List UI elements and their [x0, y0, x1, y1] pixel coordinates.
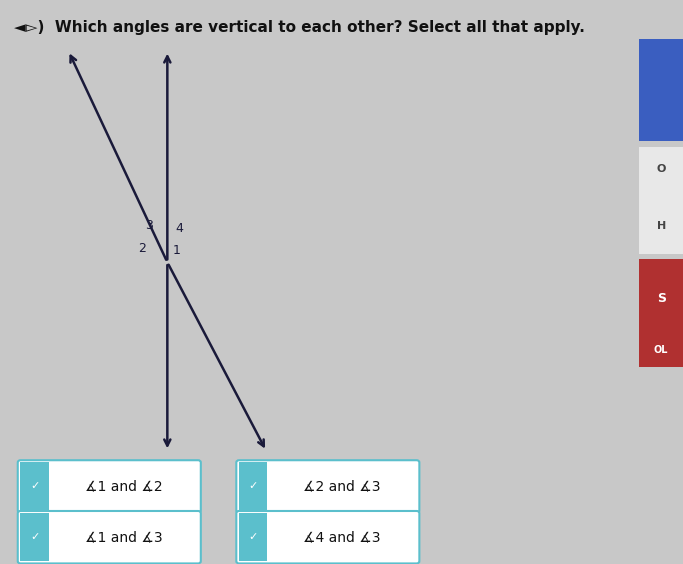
Text: ◄▻)  Which angles are vertical to each other? Select all that apply.: ◄▻) Which angles are vertical to each ot… — [14, 20, 585, 35]
Text: ∡2 and ∡3: ∡2 and ∡3 — [303, 479, 381, 494]
Text: H: H — [656, 221, 666, 231]
Text: 1: 1 — [172, 244, 180, 258]
Bar — [639, 39, 683, 141]
Bar — [239, 513, 268, 561]
Bar — [20, 462, 49, 510]
Bar — [639, 259, 683, 367]
Text: ∡1 and ∡3: ∡1 and ∡3 — [85, 530, 163, 544]
Text: S: S — [656, 292, 666, 306]
Text: 2: 2 — [138, 241, 146, 255]
Bar — [239, 462, 268, 510]
Bar — [639, 147, 683, 254]
FancyBboxPatch shape — [18, 460, 201, 513]
FancyBboxPatch shape — [18, 511, 201, 563]
FancyBboxPatch shape — [236, 511, 419, 563]
Text: ✓: ✓ — [30, 482, 40, 491]
Text: ∡4 and ∡3: ∡4 and ∡3 — [303, 530, 381, 544]
Text: O: O — [656, 164, 666, 174]
Text: 3: 3 — [145, 219, 153, 232]
Text: ✓: ✓ — [249, 482, 258, 491]
FancyBboxPatch shape — [236, 460, 419, 513]
Text: ✓: ✓ — [249, 532, 258, 542]
Text: 4: 4 — [176, 222, 184, 235]
Text: ✓: ✓ — [30, 532, 40, 542]
Text: ∡1 and ∡2: ∡1 and ∡2 — [85, 479, 163, 494]
Bar — [20, 513, 49, 561]
Text: OL: OL — [654, 345, 669, 355]
